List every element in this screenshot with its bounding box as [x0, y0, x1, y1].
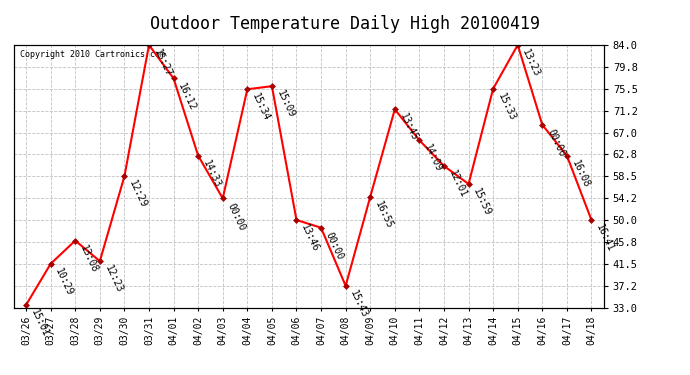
- Text: 15:01: 15:01: [29, 308, 50, 339]
- Text: 16:55: 16:55: [373, 200, 395, 231]
- Text: 12:29: 12:29: [127, 179, 148, 210]
- Text: 00:00: 00:00: [226, 201, 247, 232]
- Text: 10:29: 10:29: [53, 267, 75, 297]
- Text: 12:23: 12:23: [103, 264, 124, 295]
- Text: 15:33: 15:33: [496, 92, 518, 122]
- Text: Outdoor Temperature Daily High 20100419: Outdoor Temperature Daily High 20100419: [150, 15, 540, 33]
- Text: 13:23: 13:23: [520, 48, 542, 79]
- Text: 00:00: 00:00: [545, 128, 566, 158]
- Text: 15:34: 15:34: [250, 92, 272, 123]
- Text: 00:00: 00:00: [324, 231, 345, 261]
- Text: 13:08: 13:08: [78, 243, 99, 274]
- Text: 15:27: 15:27: [152, 48, 173, 79]
- Text: 14:33: 14:33: [201, 159, 222, 189]
- Text: 16:12: 16:12: [177, 81, 198, 112]
- Text: 14:09: 14:09: [422, 143, 444, 174]
- Text: 15:43: 15:43: [348, 289, 370, 320]
- Text: 15:09: 15:09: [275, 89, 296, 120]
- Text: 13:45: 13:45: [397, 112, 419, 143]
- Text: 16:41: 16:41: [594, 223, 615, 254]
- Text: 16:08: 16:08: [570, 159, 591, 189]
- Text: 15:59: 15:59: [471, 187, 493, 218]
- Text: 12:01: 12:01: [446, 169, 469, 200]
- Text: 13:46: 13:46: [299, 223, 321, 254]
- Text: Copyright 2010 Cartronics.com: Copyright 2010 Cartronics.com: [20, 50, 165, 59]
